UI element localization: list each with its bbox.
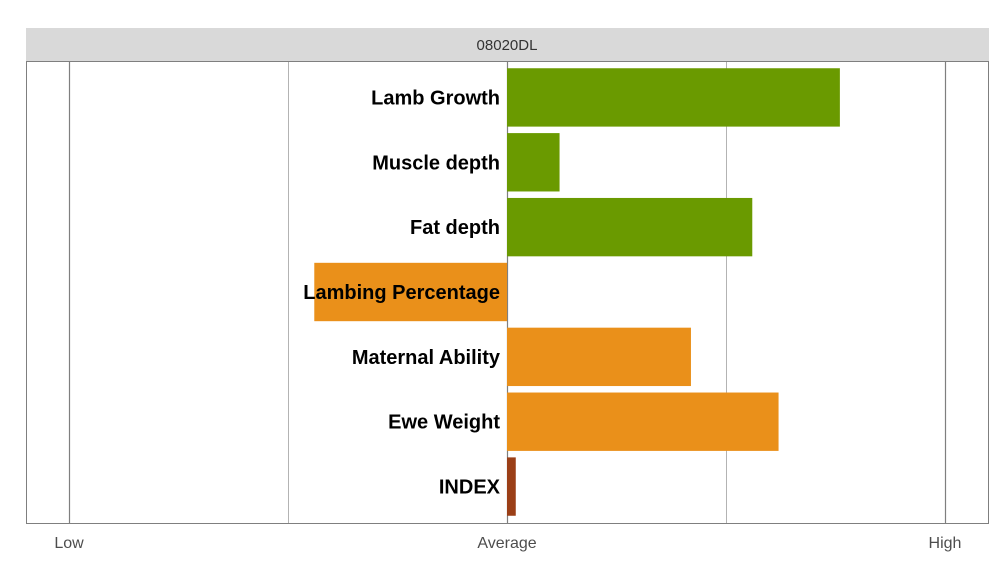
bars <box>314 68 840 516</box>
category-label: Ewe Weight <box>388 412 500 434</box>
bar <box>507 392 779 451</box>
panel-border <box>26 61 989 524</box>
x-tick-label: High <box>929 535 962 552</box>
bar <box>507 327 691 387</box>
x-axis-ticks: Low Average High <box>54 535 961 552</box>
bar <box>507 133 560 192</box>
chart-title: 08020DL <box>477 37 538 54</box>
category-label: Muscle depth <box>372 152 500 174</box>
category-label: Lambing Percentage <box>303 282 500 304</box>
category-label: INDEX <box>439 477 501 499</box>
bar <box>314 262 507 322</box>
category-labels: Lamb Growth Muscle depth Fat depth Lambing … <box>303 87 501 498</box>
bar <box>507 68 840 127</box>
x-tick-label: Low <box>54 535 84 552</box>
grid-lines <box>68 61 947 523</box>
category-label: Maternal Ability <box>352 347 501 369</box>
category-label: Lamb Growth <box>371 87 500 109</box>
category-label: Fat depth <box>410 217 500 239</box>
bar <box>507 457 516 516</box>
bar <box>507 197 753 257</box>
x-tick-label: Average <box>477 535 536 552</box>
facet-strip <box>26 28 989 61</box>
